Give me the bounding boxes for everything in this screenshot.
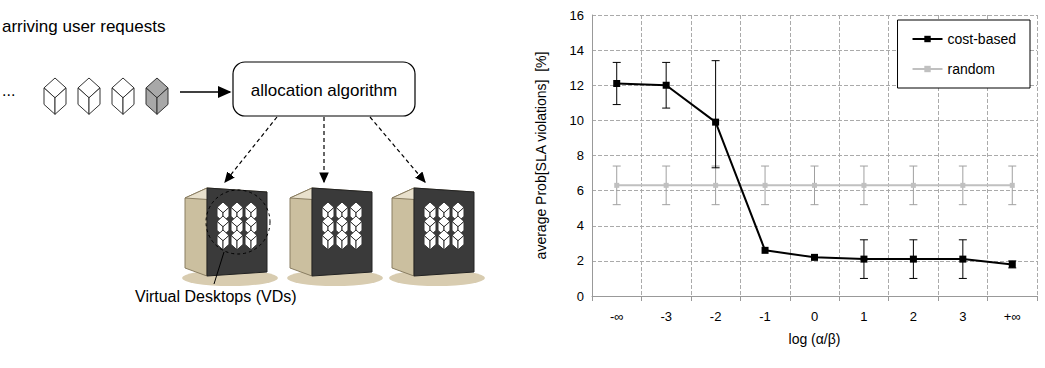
svg-text:...: ... <box>2 82 15 99</box>
svg-text:allocation algorithm: allocation algorithm <box>251 81 397 100</box>
svg-text:2: 2 <box>577 253 584 268</box>
svg-text:-2: -2 <box>710 309 722 324</box>
svg-text:12: 12 <box>570 78 584 93</box>
svg-text:average Prob[SLA violations]: average Prob[SLA violations] [%] <box>533 52 549 260</box>
svg-text:-∞: -∞ <box>610 309 624 324</box>
svg-text:0: 0 <box>577 289 584 304</box>
svg-text:8: 8 <box>577 148 584 163</box>
svg-text:10: 10 <box>570 113 584 128</box>
svg-text:Virtual Desktops (VDs): Virtual Desktops (VDs) <box>135 288 297 305</box>
svg-text:-1: -1 <box>759 309 771 324</box>
svg-text:6: 6 <box>577 183 584 198</box>
svg-text:cost-based: cost-based <box>948 31 1016 47</box>
svg-text:arriving user requests: arriving user requests <box>2 17 165 36</box>
svg-text:log (α/β): log (α/β) <box>789 331 841 347</box>
svg-text:14: 14 <box>570 43 584 58</box>
svg-text:1: 1 <box>860 309 867 324</box>
svg-text:0: 0 <box>811 309 818 324</box>
svg-text:-3: -3 <box>660 309 672 324</box>
svg-text:random: random <box>948 61 995 77</box>
svg-text:+∞: +∞ <box>1004 309 1021 324</box>
svg-text:3: 3 <box>959 309 966 324</box>
svg-text:2: 2 <box>910 309 917 324</box>
svg-text:4: 4 <box>577 218 584 233</box>
svg-text:16: 16 <box>570 8 584 23</box>
